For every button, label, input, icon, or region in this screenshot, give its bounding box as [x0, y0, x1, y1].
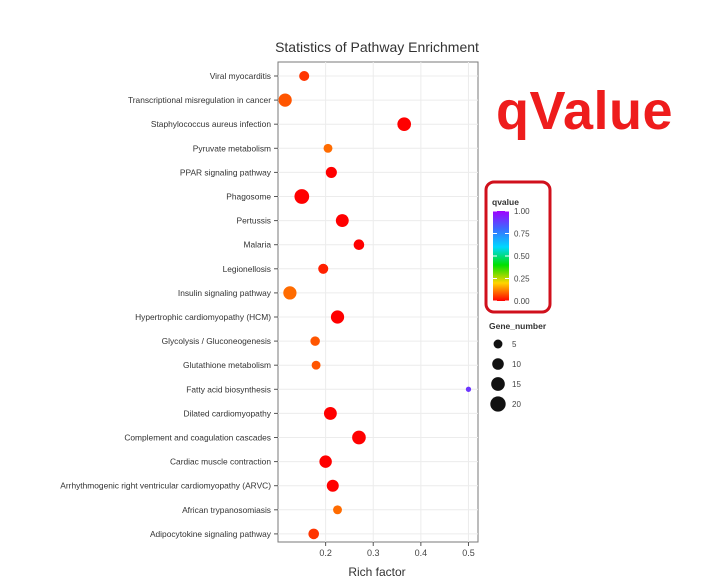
- data-point: [308, 528, 320, 540]
- data-point: [294, 189, 310, 204]
- size-legend-dot: [492, 358, 504, 370]
- data-point: [310, 336, 320, 346]
- data-point: [326, 479, 339, 492]
- grid-lines: [278, 62, 478, 542]
- color-legend-title: qvalue: [492, 197, 519, 207]
- data-point: [397, 117, 412, 132]
- qvalue-annotation: qValue: [496, 81, 674, 141]
- color-legend-ticks: 1.00 0.75 0.50 0.25 0.00: [493, 207, 530, 306]
- y-tick-label: Glutathione metabolism: [183, 360, 271, 370]
- y-tick-label: Transcriptional misregulation in cancer: [128, 95, 271, 105]
- y-tick-label: Staphylococcus aureus infection: [151, 119, 271, 129]
- size-legend-dot: [491, 377, 505, 391]
- y-tick-label: Pyruvate metabolism: [193, 143, 271, 153]
- y-tick-label: Adipocytokine signaling pathway: [150, 529, 272, 539]
- size-legend-items: 5 10 15 20: [490, 339, 521, 412]
- color-legend-highlight-box: [484, 180, 552, 314]
- data-point: [299, 70, 310, 82]
- y-tick-label: Complement and coagulation cascades: [124, 433, 271, 443]
- data-point: [283, 286, 297, 300]
- y-tick-label: Viral myocarditis: [210, 71, 271, 81]
- data-point: [352, 430, 366, 445]
- y-tick-label: Insulin signaling pathway: [178, 288, 272, 298]
- chart-title: Statistics of Pathway Enrichment: [275, 39, 479, 55]
- data-points: [278, 70, 472, 540]
- data-point: [330, 310, 345, 324]
- size-legend-label: 5: [512, 340, 517, 349]
- size-legend-title: Gene_number: [489, 321, 547, 331]
- data-point: [465, 386, 472, 392]
- x-tick-label: 0.2: [319, 548, 332, 558]
- x-tick-label: 0.3: [367, 548, 380, 558]
- color-legend-tick-label: 0.75: [514, 230, 530, 239]
- data-point: [353, 239, 365, 251]
- data-point: [323, 406, 337, 420]
- size-legend-label: 20: [512, 400, 521, 409]
- data-point: [323, 143, 333, 153]
- data-point: [325, 166, 337, 178]
- color-legend-tick-label: 0.00: [514, 297, 530, 306]
- plot-panel: [277, 61, 479, 543]
- x-axis-label: Rich factor: [348, 565, 405, 579]
- color-legend-tick-label: 0.50: [514, 252, 530, 261]
- y-tick-label: Hypertrophic cardiomyopathy (HCM): [135, 312, 271, 322]
- size-legend-dot: [493, 339, 503, 349]
- y-tick-label: Fatty acid biosynthesis: [186, 384, 271, 394]
- color-legend-tick-label: 0.25: [514, 275, 530, 284]
- y-tick-label: Phagosome: [226, 192, 271, 202]
- data-point: [333, 505, 342, 515]
- data-point: [311, 360, 321, 370]
- x-ticks: 0.2 0.3 0.4 0.5: [319, 542, 475, 558]
- color-legend-tick-label: 1.00: [514, 207, 530, 216]
- y-tick-label: Arrhythmogenic right ventricular cardiom…: [60, 481, 271, 491]
- data-point: [318, 263, 329, 274]
- y-tick-label: Glycolysis / Gluconeogenesis: [162, 336, 271, 346]
- size-legend-label: 10: [512, 360, 521, 369]
- y-tick-label: PPAR signaling pathway: [180, 167, 272, 177]
- size-legend-label: 15: [512, 380, 521, 389]
- y-tick-label: Cardiac muscle contraction: [170, 457, 271, 467]
- data-point: [335, 214, 349, 228]
- y-tick-label: Dilated cardiomyopathy: [183, 408, 271, 418]
- x-tick-label: 0.5: [462, 548, 475, 558]
- y-tick-label: Pertussis: [237, 216, 271, 226]
- size-legend-dot: [490, 396, 506, 412]
- data-point: [278, 93, 292, 107]
- y-tick-label: Malaria: [244, 240, 272, 250]
- x-tick-label: 0.4: [415, 548, 428, 558]
- data-point: [319, 455, 332, 468]
- y-tick-label: Legionellosis: [223, 264, 271, 274]
- y-tick-labels: Viral myocarditis Transcriptional misregu…: [60, 71, 278, 539]
- y-tick-label: African trypanosomiasis: [182, 505, 271, 515]
